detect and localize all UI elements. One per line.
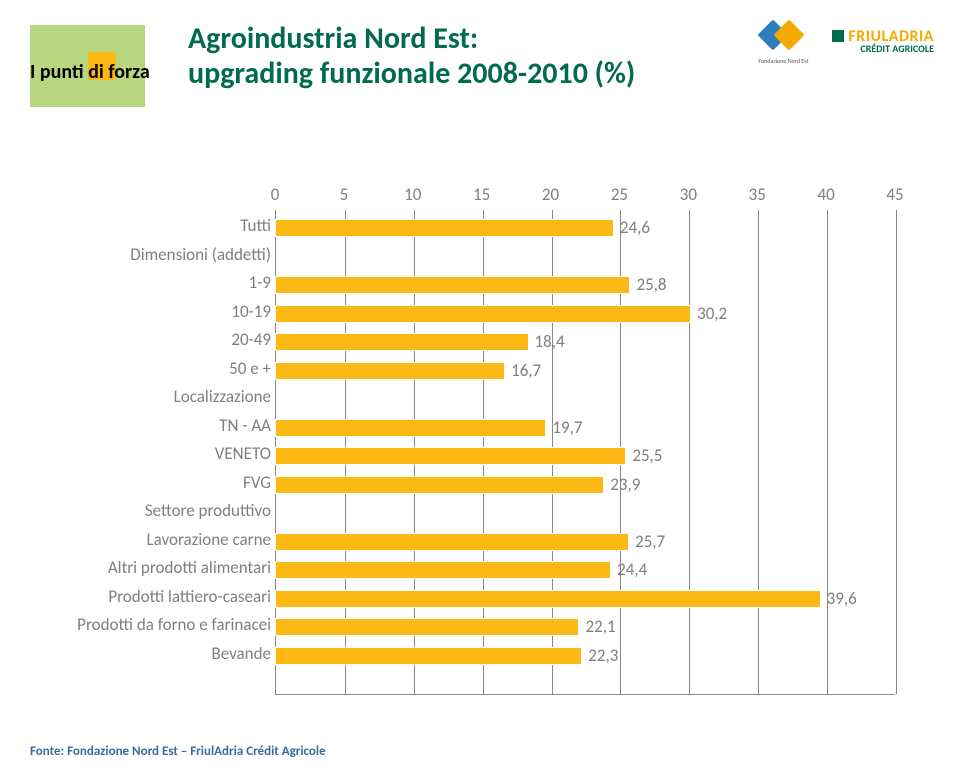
- slide: I punti di forza Agroindustria Nord Est:…: [0, 0, 959, 771]
- category-label: 20-49: [11, 329, 271, 350]
- chart-title: Agroindustria Nord Est: upgrading funzio…: [188, 22, 738, 91]
- value-label: 39,6: [827, 588, 857, 609]
- title-line-1: Agroindustria Nord Est:: [188, 22, 738, 57]
- x-tick-label: 15: [473, 184, 490, 205]
- value-label: 24,4: [617, 559, 647, 580]
- x-tick-label: 30: [680, 184, 697, 205]
- bar: [275, 561, 611, 579]
- value-label: 25,5: [632, 445, 662, 466]
- badge-cell: [30, 25, 59, 52]
- title-line-2: upgrading funzionale 2008-2010 (%): [188, 57, 738, 92]
- badge-cell: [116, 25, 145, 52]
- badge-label: I punti di forza: [30, 60, 180, 84]
- category-label: Prodotti da forno e farinacei: [11, 614, 271, 635]
- x-tick-label: 10: [404, 184, 421, 205]
- x-tick-label: 40: [817, 184, 834, 205]
- badge-cell: [88, 25, 117, 52]
- x-tick-label: 35: [749, 184, 766, 205]
- bar: [275, 333, 529, 351]
- bar: [275, 647, 582, 665]
- category-label: TN - AA: [11, 415, 271, 436]
- bar: [275, 447, 626, 465]
- value-label: 22,1: [585, 616, 615, 637]
- value-label: 24,6: [620, 217, 650, 238]
- logo-nordest-text: Fondazione Nord Est: [748, 58, 818, 64]
- logo-nordest: Fondazione Nord Est: [748, 20, 818, 62]
- bar: [275, 590, 821, 608]
- category-label: Prodotti lattiero-caseari: [11, 586, 271, 607]
- bar: [275, 618, 579, 636]
- category-label: 10-19: [11, 301, 271, 322]
- x-tick-label: 25: [611, 184, 628, 205]
- logo-friul-square: [832, 30, 844, 42]
- category-label: Tutti: [11, 215, 271, 236]
- logo-friuladria: FRIULADRIA CRÉDIT AGRICOLE: [832, 29, 934, 54]
- header: I punti di forza Agroindustria Nord Est:…: [0, 0, 959, 140]
- value-label: 16,7: [511, 360, 541, 381]
- value-label: 30,2: [697, 303, 727, 324]
- bar: [275, 362, 505, 380]
- bar: [275, 476, 604, 494]
- category-label: 50 e +: [11, 358, 271, 379]
- value-label: 25,8: [636, 274, 666, 295]
- category-label: Bevande: [11, 643, 271, 664]
- category-label: Localizzazione: [11, 386, 271, 407]
- category-label: Settore produttivo: [11, 500, 271, 521]
- category-label: Dimensioni (addetti): [11, 244, 271, 265]
- x-tick-label: 20: [542, 184, 559, 205]
- category-label: 1-9: [11, 272, 271, 293]
- value-label: 25,7: [635, 531, 665, 552]
- x-tick-label: 45: [886, 184, 903, 205]
- category-label: FVG: [11, 472, 271, 493]
- bar: [275, 276, 630, 294]
- x-tick-label: 5: [340, 184, 349, 205]
- category-label: Altri prodotti alimentari: [11, 557, 271, 578]
- value-label: 19,7: [552, 417, 582, 438]
- value-label: 18,4: [535, 331, 565, 352]
- bar: [275, 533, 629, 551]
- x-tick-label: 0: [271, 184, 280, 205]
- bar: [275, 305, 691, 323]
- bar: [275, 419, 546, 437]
- category-label: VENETO: [11, 443, 271, 464]
- badge-cell: [59, 25, 88, 52]
- bar: [275, 219, 614, 237]
- value-label: 22,3: [588, 645, 618, 666]
- chart: Tutti 24,6 Dimensioni (addetti) 1-9 25,8 10-1…: [0, 170, 959, 710]
- category-label: Lavorazione carne: [11, 529, 271, 550]
- logos: Fondazione Nord Est FRIULADRIA CRÉDIT AG…: [748, 20, 934, 62]
- value-label: 23,9: [610, 474, 640, 495]
- footnote: Fonte: Fondazione Nord Est – FriulAdria …: [30, 744, 326, 759]
